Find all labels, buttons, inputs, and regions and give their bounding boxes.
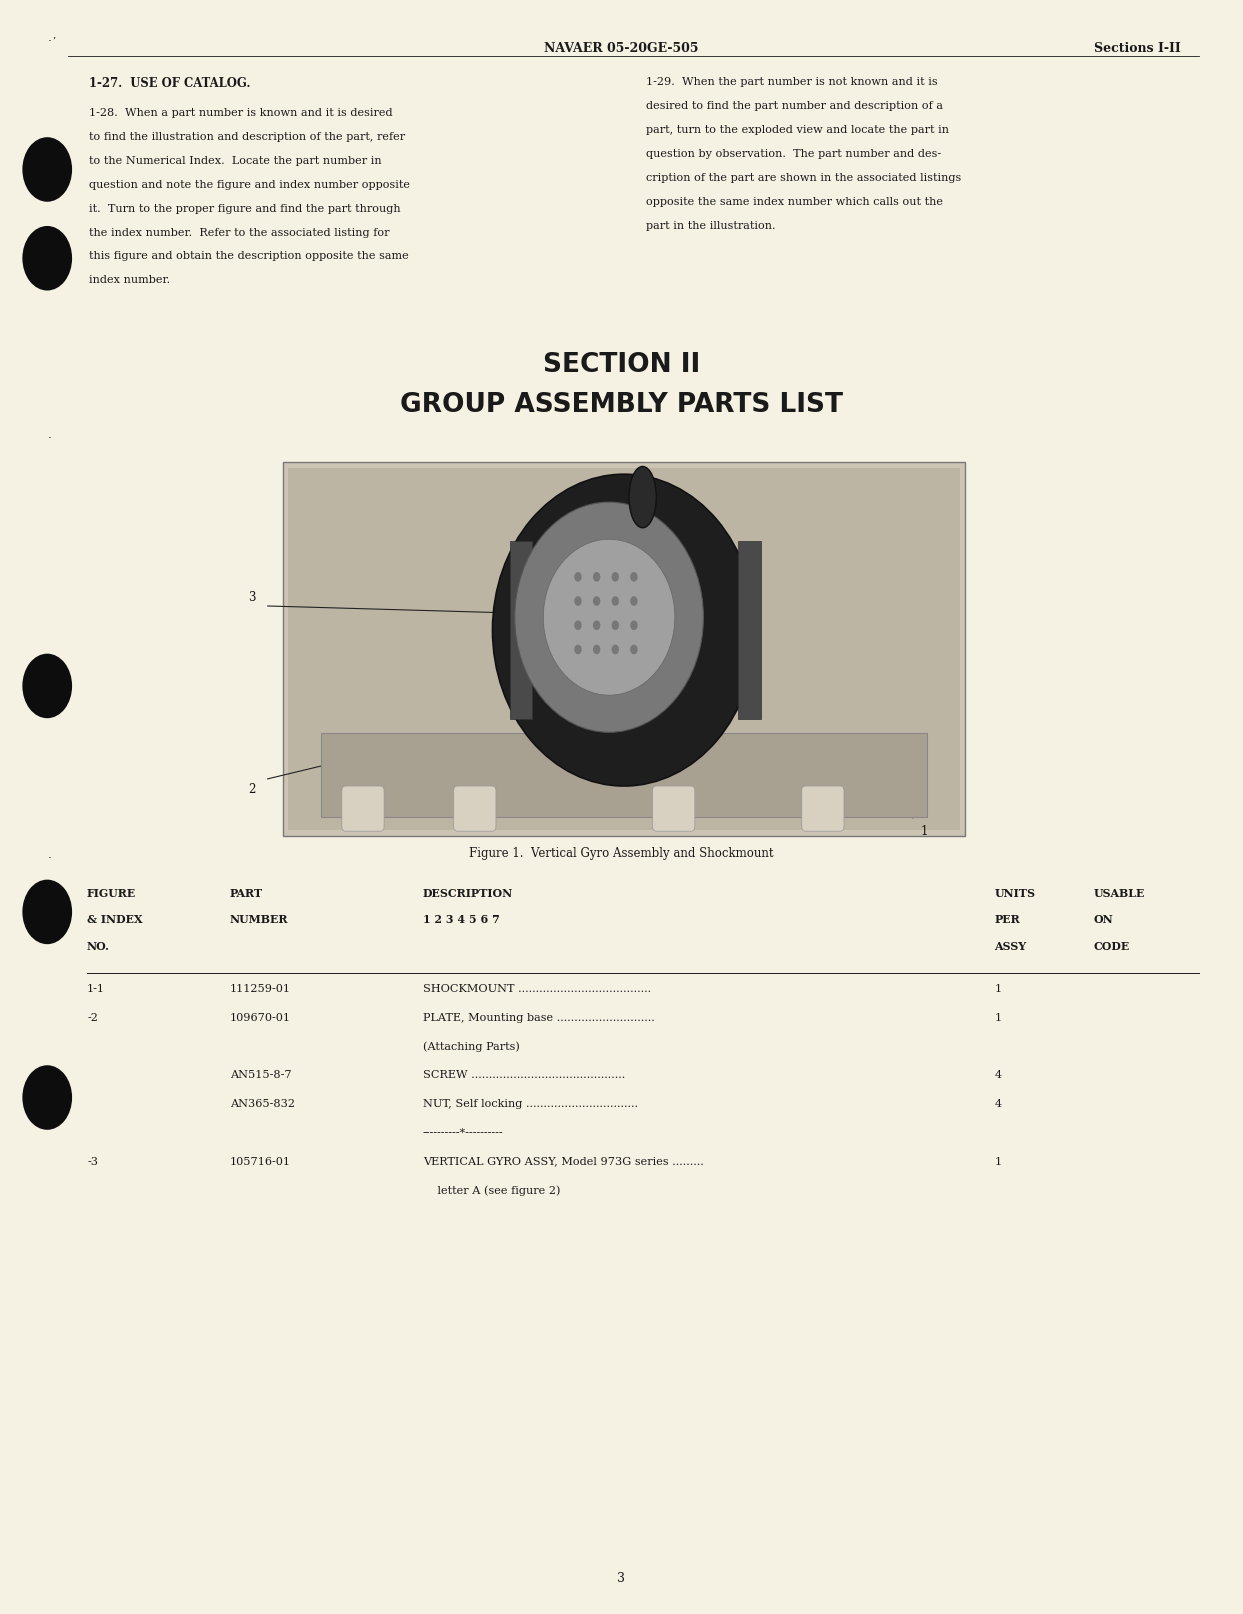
Text: PER: PER xyxy=(994,914,1021,925)
Text: question by observation.  The part number and des-: question by observation. The part number… xyxy=(646,148,941,160)
Text: (Attaching Parts): (Attaching Parts) xyxy=(423,1041,520,1052)
Text: 2: 2 xyxy=(249,783,256,796)
FancyBboxPatch shape xyxy=(283,462,965,836)
Text: letter A (see figure 2): letter A (see figure 2) xyxy=(423,1185,561,1196)
Text: 109670-01: 109670-01 xyxy=(230,1014,291,1023)
Text: PLATE, Mounting base ............................: PLATE, Mounting base ...................… xyxy=(423,1014,654,1023)
Ellipse shape xyxy=(543,539,675,696)
Text: Sections I-II: Sections I-II xyxy=(1094,42,1181,55)
Text: to find the illustration and description of the part, refer: to find the illustration and description… xyxy=(89,132,405,142)
Text: ·: · xyxy=(47,852,52,865)
Text: NO.: NO. xyxy=(87,941,109,952)
Circle shape xyxy=(593,596,600,605)
Ellipse shape xyxy=(629,466,656,528)
Text: 1: 1 xyxy=(994,1157,1002,1167)
Circle shape xyxy=(574,620,582,629)
Text: & INDEX: & INDEX xyxy=(87,914,143,925)
Text: 1-27.  USE OF CATALOG.: 1-27. USE OF CATALOG. xyxy=(89,77,251,90)
FancyBboxPatch shape xyxy=(342,786,384,831)
Circle shape xyxy=(630,571,638,581)
Text: NUT, Self locking ................................: NUT, Self locking ......................… xyxy=(423,1099,638,1109)
Circle shape xyxy=(574,644,582,654)
FancyBboxPatch shape xyxy=(321,733,927,817)
Text: the index number.  Refer to the associated listing for: the index number. Refer to the associate… xyxy=(89,228,390,237)
Text: 1-29.  When the part number is not known and it is: 1-29. When the part number is not known … xyxy=(646,77,938,87)
Text: question and note the figure and index number opposite: question and note the figure and index n… xyxy=(89,179,410,190)
Text: ·: · xyxy=(47,36,52,48)
Text: AN515-8-7: AN515-8-7 xyxy=(230,1070,292,1080)
Text: 1: 1 xyxy=(994,1014,1002,1023)
Circle shape xyxy=(593,644,600,654)
Text: -3: -3 xyxy=(87,1157,98,1167)
Text: 1: 1 xyxy=(994,985,1002,994)
Text: 1 2 3 4 5 6 7: 1 2 3 4 5 6 7 xyxy=(423,914,500,925)
Circle shape xyxy=(574,596,582,605)
Text: it.  Turn to the proper figure and find the part through: it. Turn to the proper figure and find t… xyxy=(89,203,401,213)
FancyBboxPatch shape xyxy=(738,541,761,718)
Text: CODE: CODE xyxy=(1094,941,1130,952)
Text: to the Numerical Index.  Locate the part number in: to the Numerical Index. Locate the part … xyxy=(89,157,382,166)
Circle shape xyxy=(612,571,619,581)
Text: PART: PART xyxy=(230,888,264,899)
Circle shape xyxy=(630,644,638,654)
Circle shape xyxy=(22,654,72,718)
Text: -2: -2 xyxy=(87,1014,98,1023)
Text: SHOCKMOUNT ......................................: SHOCKMOUNT .............................… xyxy=(423,985,651,994)
FancyBboxPatch shape xyxy=(454,786,496,831)
Text: 105716-01: 105716-01 xyxy=(230,1157,291,1167)
FancyBboxPatch shape xyxy=(288,468,960,830)
Text: this figure and obtain the description opposite the same: this figure and obtain the description o… xyxy=(89,252,409,261)
Circle shape xyxy=(574,571,582,581)
Text: 1: 1 xyxy=(921,825,929,838)
Text: 4: 4 xyxy=(994,1070,1002,1080)
FancyBboxPatch shape xyxy=(653,786,695,831)
Text: index number.: index number. xyxy=(89,276,170,286)
Text: UNITS: UNITS xyxy=(994,888,1035,899)
Text: NUMBER: NUMBER xyxy=(230,914,288,925)
Text: VERTICAL GYRO ASSY, Model 973G series .........: VERTICAL GYRO ASSY, Model 973G series ..… xyxy=(423,1157,704,1167)
FancyBboxPatch shape xyxy=(510,541,532,718)
Text: GROUP ASSEMBLY PARTS LIST: GROUP ASSEMBLY PARTS LIST xyxy=(400,392,843,418)
Text: NAVAER 05-20GE-505: NAVAER 05-20GE-505 xyxy=(544,42,699,55)
Text: part, turn to the exploded view and locate the part in: part, turn to the exploded view and loca… xyxy=(646,126,950,136)
Text: ASSY: ASSY xyxy=(994,941,1027,952)
Text: desired to find the part number and description of a: desired to find the part number and desc… xyxy=(646,102,943,111)
Circle shape xyxy=(612,644,619,654)
Text: AN365-832: AN365-832 xyxy=(230,1099,295,1109)
Circle shape xyxy=(630,620,638,629)
Text: DESCRIPTION: DESCRIPTION xyxy=(423,888,513,899)
Text: opposite the same index number which calls out the: opposite the same index number which cal… xyxy=(646,197,943,207)
Circle shape xyxy=(22,1065,72,1130)
Text: ----------*----------: ----------*---------- xyxy=(423,1128,503,1138)
Text: SCREW ............................................: SCREW ..................................… xyxy=(423,1070,625,1080)
Text: ’: ’ xyxy=(52,37,56,47)
Ellipse shape xyxy=(515,502,704,733)
Text: ·: · xyxy=(47,433,52,445)
Text: cription of the part are shown in the associated listings: cription of the part are shown in the as… xyxy=(646,173,962,182)
Text: 1-28.  When a part number is known and it is desired: 1-28. When a part number is known and it… xyxy=(89,108,393,118)
Text: SECTION II: SECTION II xyxy=(543,352,700,378)
Circle shape xyxy=(22,137,72,202)
Circle shape xyxy=(612,620,619,629)
Circle shape xyxy=(612,596,619,605)
Circle shape xyxy=(22,880,72,944)
Circle shape xyxy=(593,620,600,629)
Text: 3: 3 xyxy=(249,591,256,604)
Text: 4: 4 xyxy=(994,1099,1002,1109)
Circle shape xyxy=(593,571,600,581)
Ellipse shape xyxy=(492,475,756,786)
Text: USABLE: USABLE xyxy=(1094,888,1145,899)
Circle shape xyxy=(22,226,72,291)
Text: FIGURE: FIGURE xyxy=(87,888,137,899)
Text: part in the illustration.: part in the illustration. xyxy=(646,221,776,231)
Circle shape xyxy=(630,596,638,605)
FancyBboxPatch shape xyxy=(802,786,844,831)
Text: Figure 1.  Vertical Gyro Assembly and Shockmount: Figure 1. Vertical Gyro Assembly and Sho… xyxy=(470,847,773,860)
Text: ON: ON xyxy=(1094,914,1114,925)
Text: 1-1: 1-1 xyxy=(87,985,104,994)
Text: 3: 3 xyxy=(618,1572,625,1585)
Text: 111259-01: 111259-01 xyxy=(230,985,291,994)
